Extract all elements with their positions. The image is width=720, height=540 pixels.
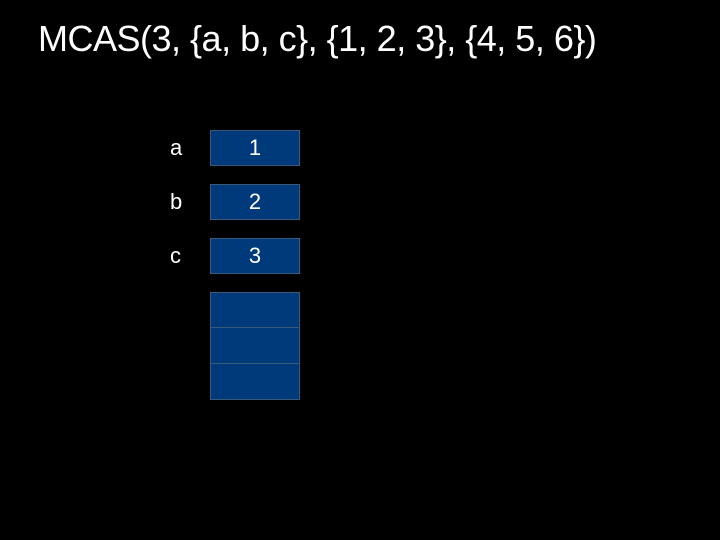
memory-row: c 3 — [170, 238, 300, 274]
memory-row: b 2 — [170, 184, 300, 220]
stack-cell — [210, 328, 300, 364]
mcas-diagram: a 1 b 2 c 3 — [170, 130, 300, 400]
memory-cell: 2 — [210, 184, 300, 220]
page-title: MCAS(3, {a, b, c}, {1, 2, 3}, {4, 5, 6}) — [38, 18, 596, 60]
memory-row: a 1 — [170, 130, 300, 166]
address-label: c — [170, 243, 210, 269]
stack-cell — [210, 364, 300, 400]
stack-cell — [210, 292, 300, 328]
address-label: a — [170, 135, 210, 161]
empty-stack — [210, 292, 300, 400]
memory-cell: 1 — [210, 130, 300, 166]
address-label: b — [170, 189, 210, 215]
memory-cell: 3 — [210, 238, 300, 274]
